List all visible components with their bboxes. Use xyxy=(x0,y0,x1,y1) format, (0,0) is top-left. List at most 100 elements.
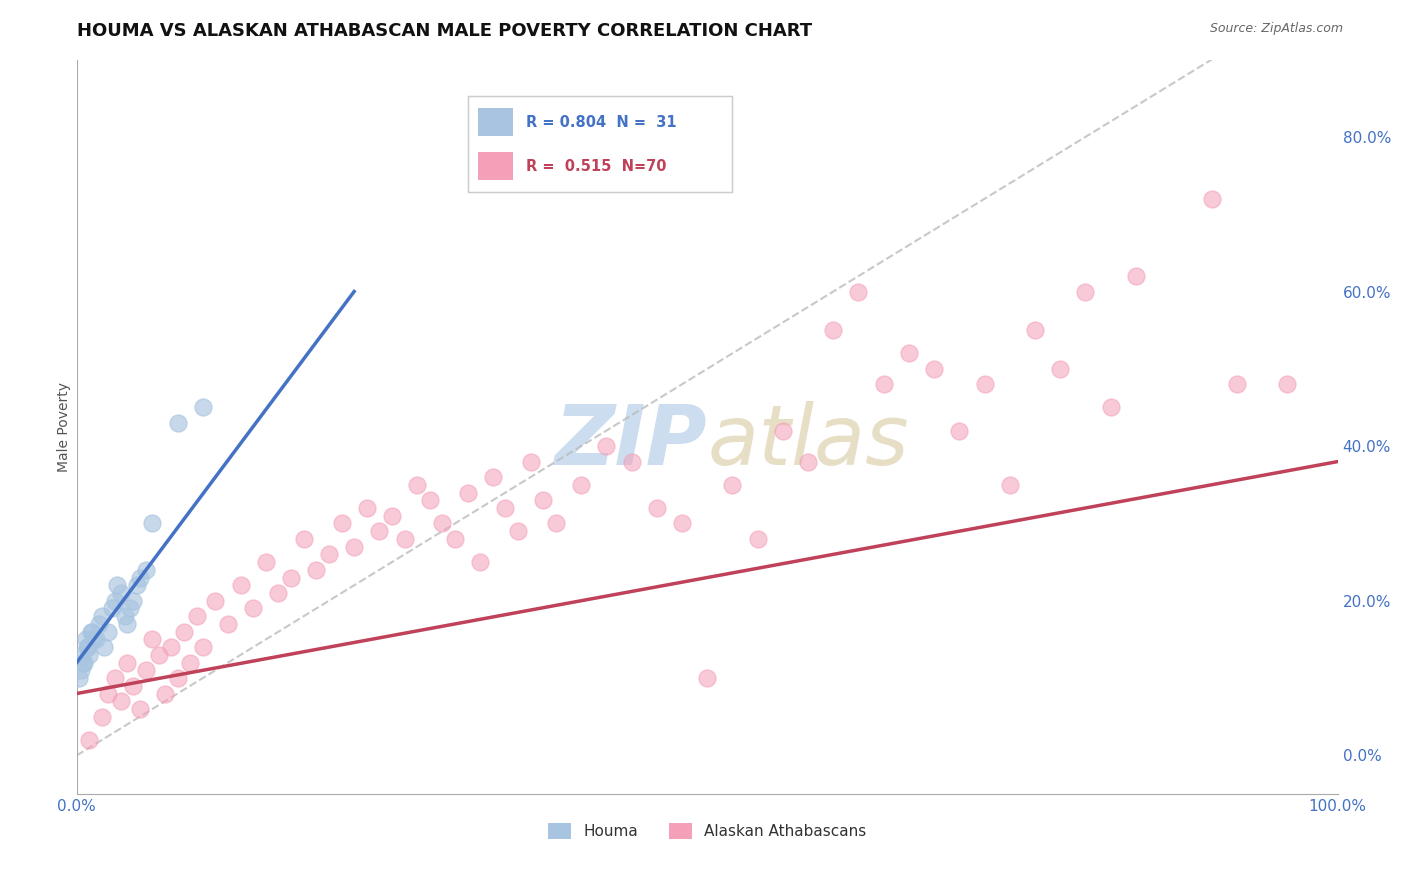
Point xyxy=(91,609,114,624)
Point xyxy=(696,671,718,685)
Point xyxy=(75,632,97,647)
Point xyxy=(482,470,505,484)
Point xyxy=(115,656,138,670)
Point xyxy=(1049,361,1071,376)
Point xyxy=(368,524,391,538)
Point xyxy=(823,323,845,337)
Point xyxy=(179,656,201,670)
Point xyxy=(620,454,643,468)
Point xyxy=(1125,268,1147,283)
Point xyxy=(82,632,104,647)
Point xyxy=(242,601,264,615)
Point xyxy=(848,285,870,299)
Point xyxy=(280,570,302,584)
Point xyxy=(191,401,214,415)
Point xyxy=(84,632,107,647)
Point xyxy=(569,477,592,491)
Point xyxy=(69,663,91,677)
Point xyxy=(166,416,188,430)
Point xyxy=(1099,401,1122,415)
Point xyxy=(141,632,163,647)
Point xyxy=(506,524,529,538)
Point xyxy=(128,702,150,716)
Point xyxy=(135,563,157,577)
Point xyxy=(122,593,145,607)
Point xyxy=(1226,377,1249,392)
Point xyxy=(191,640,214,654)
Point xyxy=(595,439,617,453)
Point xyxy=(419,493,441,508)
Point xyxy=(128,570,150,584)
Point xyxy=(343,540,366,554)
Point xyxy=(330,516,353,531)
Point xyxy=(494,500,516,515)
Point xyxy=(948,424,970,438)
Point xyxy=(305,563,328,577)
Point xyxy=(67,671,90,685)
Point xyxy=(89,616,111,631)
Point xyxy=(93,640,115,654)
Point xyxy=(973,377,995,392)
Point xyxy=(122,679,145,693)
Point xyxy=(519,454,541,468)
Point xyxy=(747,532,769,546)
Point xyxy=(292,532,315,546)
Point xyxy=(394,532,416,546)
Point xyxy=(110,694,132,708)
Point xyxy=(1024,323,1046,337)
Point xyxy=(432,516,454,531)
Point xyxy=(772,424,794,438)
Point xyxy=(797,454,820,468)
Point xyxy=(645,500,668,515)
Point xyxy=(356,500,378,515)
Point xyxy=(72,656,94,670)
Point xyxy=(444,532,467,546)
Point xyxy=(160,640,183,654)
Point xyxy=(1277,377,1299,392)
Point xyxy=(73,656,96,670)
Point xyxy=(922,361,945,376)
Point xyxy=(79,648,101,662)
Point xyxy=(254,555,277,569)
Point xyxy=(127,578,149,592)
Point xyxy=(103,671,125,685)
Point xyxy=(531,493,554,508)
Point xyxy=(141,516,163,531)
Point xyxy=(70,648,93,662)
Point xyxy=(186,609,208,624)
Point xyxy=(217,616,239,631)
Text: atlas: atlas xyxy=(707,401,908,482)
Point xyxy=(1074,285,1097,299)
Point xyxy=(457,485,479,500)
Text: Source: ZipAtlas.com: Source: ZipAtlas.com xyxy=(1209,22,1343,36)
Point xyxy=(470,555,492,569)
Point xyxy=(114,609,136,624)
Point xyxy=(101,601,124,615)
Point xyxy=(115,616,138,631)
Point xyxy=(267,586,290,600)
Point xyxy=(110,586,132,600)
Point xyxy=(103,593,125,607)
Point xyxy=(118,601,141,615)
Text: HOUMA VS ALASKAN ATHABASCAN MALE POVERTY CORRELATION CHART: HOUMA VS ALASKAN ATHABASCAN MALE POVERTY… xyxy=(77,22,813,40)
Point xyxy=(381,508,404,523)
Y-axis label: Male Poverty: Male Poverty xyxy=(58,382,72,472)
Point xyxy=(105,578,128,592)
Point xyxy=(91,709,114,723)
Point xyxy=(544,516,567,531)
Point xyxy=(80,624,103,639)
Point xyxy=(318,547,340,561)
Point xyxy=(97,624,120,639)
Point xyxy=(873,377,896,392)
Point xyxy=(1201,192,1223,206)
Point xyxy=(229,578,252,592)
Point xyxy=(721,477,744,491)
Point xyxy=(671,516,693,531)
Point xyxy=(79,624,101,639)
Point xyxy=(204,593,226,607)
Point xyxy=(897,346,920,360)
Point xyxy=(135,663,157,677)
Point xyxy=(77,640,100,654)
Point xyxy=(173,624,195,639)
Point xyxy=(166,671,188,685)
